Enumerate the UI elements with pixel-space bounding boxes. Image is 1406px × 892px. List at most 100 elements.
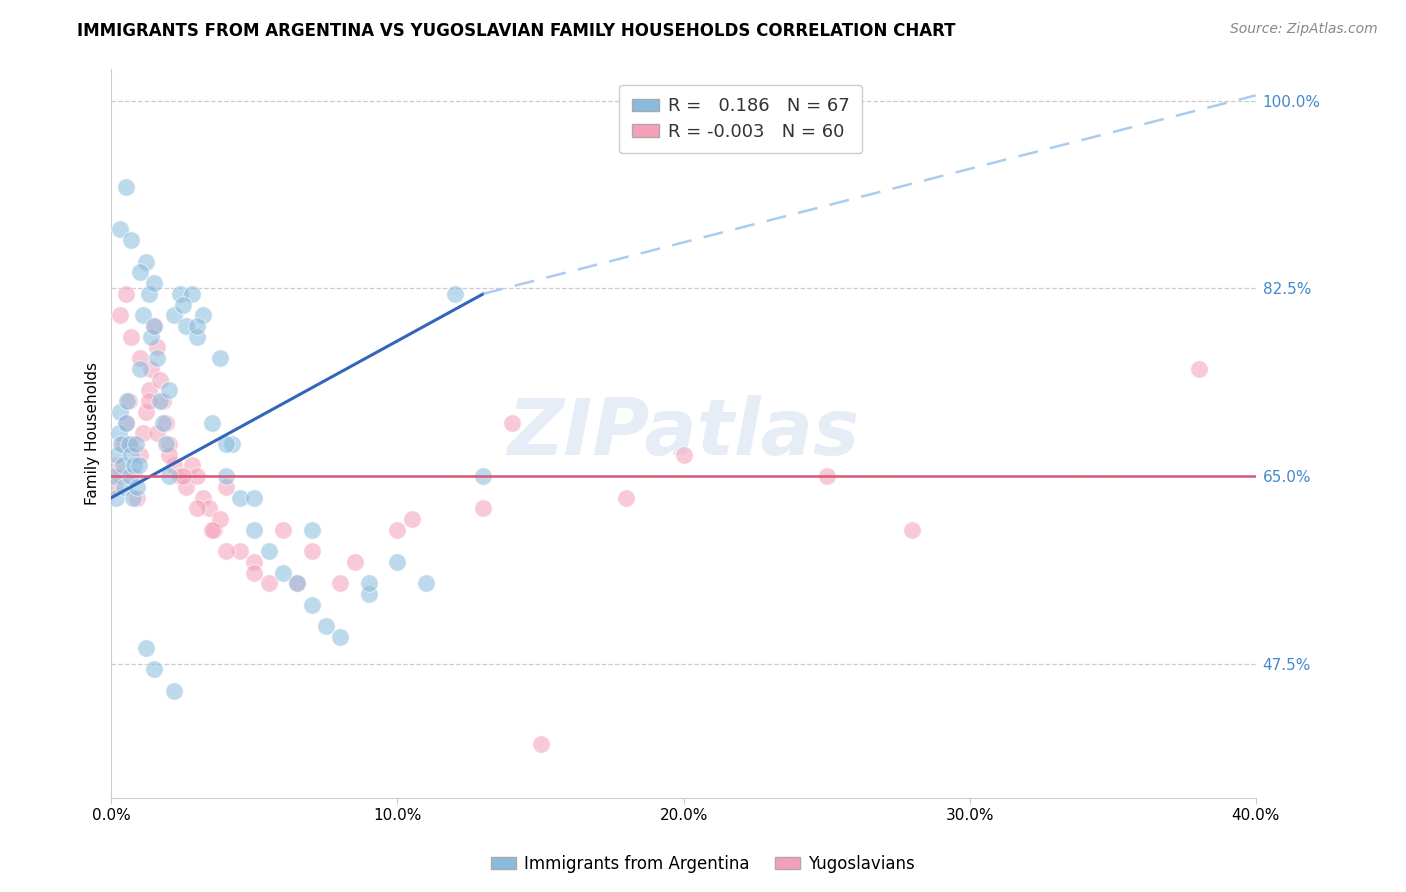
Point	[329, 630, 352, 644]
Point	[112, 480, 135, 494]
Point	[114, 416, 136, 430]
Point	[415, 576, 437, 591]
Legend: R =   0.186   N = 67, R = -0.003   N = 60: R = 0.186 N = 67, R = -0.003 N = 60	[619, 85, 862, 153]
Point	[143, 276, 166, 290]
Point	[141, 330, 163, 344]
Point	[143, 318, 166, 333]
Point	[149, 394, 172, 409]
Point	[243, 523, 266, 537]
Point	[443, 286, 465, 301]
Point	[163, 458, 186, 473]
Point	[105, 458, 128, 473]
Point	[301, 544, 323, 558]
Point	[343, 555, 366, 569]
Point	[815, 469, 838, 483]
Point	[301, 598, 323, 612]
Point	[107, 426, 129, 441]
Point	[143, 318, 166, 333]
Point	[243, 566, 266, 580]
Point	[229, 491, 252, 505]
Point	[257, 576, 280, 591]
Point	[149, 373, 172, 387]
Point	[120, 233, 142, 247]
Point	[172, 469, 194, 483]
Point	[104, 491, 127, 505]
Point	[124, 469, 146, 483]
Point	[155, 437, 177, 451]
Point	[146, 426, 169, 441]
Point	[129, 265, 152, 279]
Point	[120, 448, 142, 462]
Point	[117, 437, 139, 451]
Text: IMMIGRANTS FROM ARGENTINA VS YUGOSLAVIAN FAMILY HOUSEHOLDS CORRELATION CHART: IMMIGRANTS FROM ARGENTINA VS YUGOSLAVIAN…	[77, 22, 956, 40]
Point	[135, 640, 157, 655]
Point	[257, 544, 280, 558]
Point	[186, 469, 208, 483]
Point	[120, 437, 142, 451]
Point	[191, 491, 214, 505]
Point	[472, 501, 495, 516]
Point	[315, 619, 337, 633]
Point	[172, 297, 194, 311]
Point	[114, 416, 136, 430]
Text: ZIPatlas: ZIPatlas	[508, 395, 859, 471]
Point	[132, 426, 155, 441]
Point	[108, 308, 131, 322]
Point	[138, 394, 160, 409]
Point	[901, 523, 924, 537]
Point	[115, 394, 138, 409]
Point	[163, 308, 186, 322]
Point	[127, 491, 149, 505]
Point	[122, 491, 145, 505]
Point	[129, 351, 152, 366]
Point	[180, 458, 202, 473]
Point	[169, 286, 191, 301]
Point	[103, 469, 125, 483]
Point	[271, 566, 294, 580]
Point	[114, 286, 136, 301]
Point	[672, 448, 695, 462]
Point	[200, 523, 222, 537]
Point	[108, 469, 131, 483]
Point	[387, 523, 409, 537]
Point	[357, 576, 380, 591]
Point	[141, 362, 163, 376]
Point	[117, 394, 139, 409]
Point	[146, 341, 169, 355]
Point	[157, 384, 180, 398]
Point	[152, 416, 174, 430]
Point	[120, 330, 142, 344]
Point	[103, 480, 125, 494]
Point	[529, 738, 551, 752]
Point	[357, 587, 380, 601]
Point	[501, 416, 523, 430]
Point	[111, 437, 134, 451]
Point	[200, 416, 222, 430]
Point	[215, 480, 238, 494]
Point	[197, 501, 219, 516]
Point	[152, 394, 174, 409]
Point	[125, 437, 148, 451]
Point	[215, 469, 238, 483]
Point	[155, 416, 177, 430]
Point	[118, 469, 141, 483]
Point	[243, 555, 266, 569]
Point	[243, 491, 266, 505]
Point	[143, 662, 166, 676]
Point	[271, 523, 294, 537]
Point	[209, 351, 232, 366]
Point	[202, 523, 225, 537]
Point	[105, 448, 128, 462]
Point	[387, 555, 409, 569]
Point	[1187, 362, 1209, 376]
Point	[215, 544, 238, 558]
Point	[157, 448, 180, 462]
Point	[174, 318, 197, 333]
Point	[229, 544, 252, 558]
Point	[157, 469, 180, 483]
Point	[108, 222, 131, 236]
Point	[285, 576, 308, 591]
Point	[138, 384, 160, 398]
Point	[124, 458, 146, 473]
Point	[191, 308, 214, 322]
